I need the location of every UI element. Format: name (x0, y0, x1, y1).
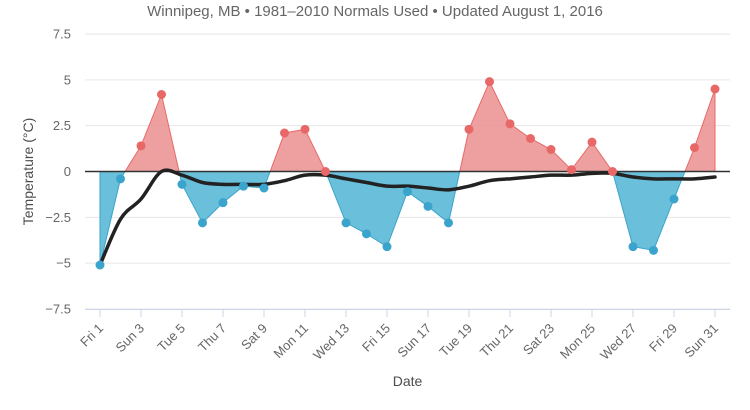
x-tick-label: Thu 21 (477, 321, 516, 360)
anomaly-point (669, 194, 679, 204)
anomaly-point (116, 174, 125, 184)
x-tick-label: Sun 31 (681, 321, 721, 361)
anomaly-point (628, 242, 638, 252)
y-axis-ticks: 7.5 5 2.5 0 −2.5 −5 −7.5 (45, 27, 71, 317)
anomaly-point (177, 179, 187, 189)
anomaly-point (587, 137, 597, 147)
anomaly-point (403, 187, 412, 197)
y-tick-label: 7.5 (53, 27, 71, 42)
x-tick-label: Sun 3 (112, 321, 147, 356)
anomaly-point (321, 167, 330, 176)
y-tick-label: 0 (64, 164, 71, 179)
x-tick-label: Sun 17 (394, 321, 434, 361)
x-tick-label: Fri 1 (77, 321, 106, 350)
x-axis-title: Date (393, 373, 423, 389)
y-tick-label: 2.5 (53, 118, 71, 133)
positive-anomaly-area (100, 80, 716, 172)
anomaly-point (423, 201, 433, 211)
x-tick-label: Fri 15 (359, 321, 393, 355)
y-axis-title: Temperature (°C) (20, 118, 36, 226)
anomaly-point (649, 245, 658, 255)
y-tick-label: 5 (64, 72, 71, 87)
anomaly-point (690, 143, 699, 153)
anomaly-point (259, 183, 269, 193)
anomaly-point (157, 90, 166, 99)
x-tick-label: Mon 25 (557, 321, 598, 362)
anomaly-point (505, 119, 515, 129)
x-tick-label: Mon 11 (271, 321, 312, 362)
anomaly-point (341, 218, 351, 228)
x-tick-label: Fri 29 (646, 321, 680, 355)
x-tick-label: Tue 19 (436, 321, 475, 360)
anomaly-point (280, 128, 289, 138)
anomaly-point (300, 124, 310, 134)
anomaly-point (546, 145, 556, 154)
x-tick-label: Tue 5 (154, 321, 188, 355)
anomaly-point (95, 260, 105, 270)
anomaly-point (710, 84, 720, 94)
x-tick-label: Wed 13 (310, 321, 352, 363)
grid-lines (85, 33, 730, 310)
chart-subtitle: Winnipeg, MB • 1981–2010 Normals Used • … (147, 3, 603, 20)
y-tick-label: −5 (56, 256, 71, 271)
y-tick-label: −2.5 (45, 210, 71, 225)
x-tick-label: Thu 7 (195, 321, 229, 355)
anomaly-point (239, 181, 248, 191)
y-tick-label: −7.5 (45, 302, 71, 317)
anomaly-point (218, 198, 228, 208)
anomaly-point (444, 218, 453, 228)
x-tick-label: Sat 23 (520, 321, 557, 358)
anomaly-markers (95, 77, 720, 270)
x-tick-label: Wed 27 (597, 321, 639, 363)
anomaly-point (382, 242, 392, 252)
anomaly-point (608, 167, 617, 176)
anomaly-point (567, 165, 576, 175)
anomaly-point (136, 141, 146, 151)
anomaly-point (362, 229, 371, 239)
anomaly-point (485, 77, 494, 87)
anomaly-point (198, 218, 207, 228)
anomaly-point (526, 134, 535, 143)
anomaly-point (464, 124, 474, 134)
x-tick-label: Sat 9 (238, 321, 270, 353)
